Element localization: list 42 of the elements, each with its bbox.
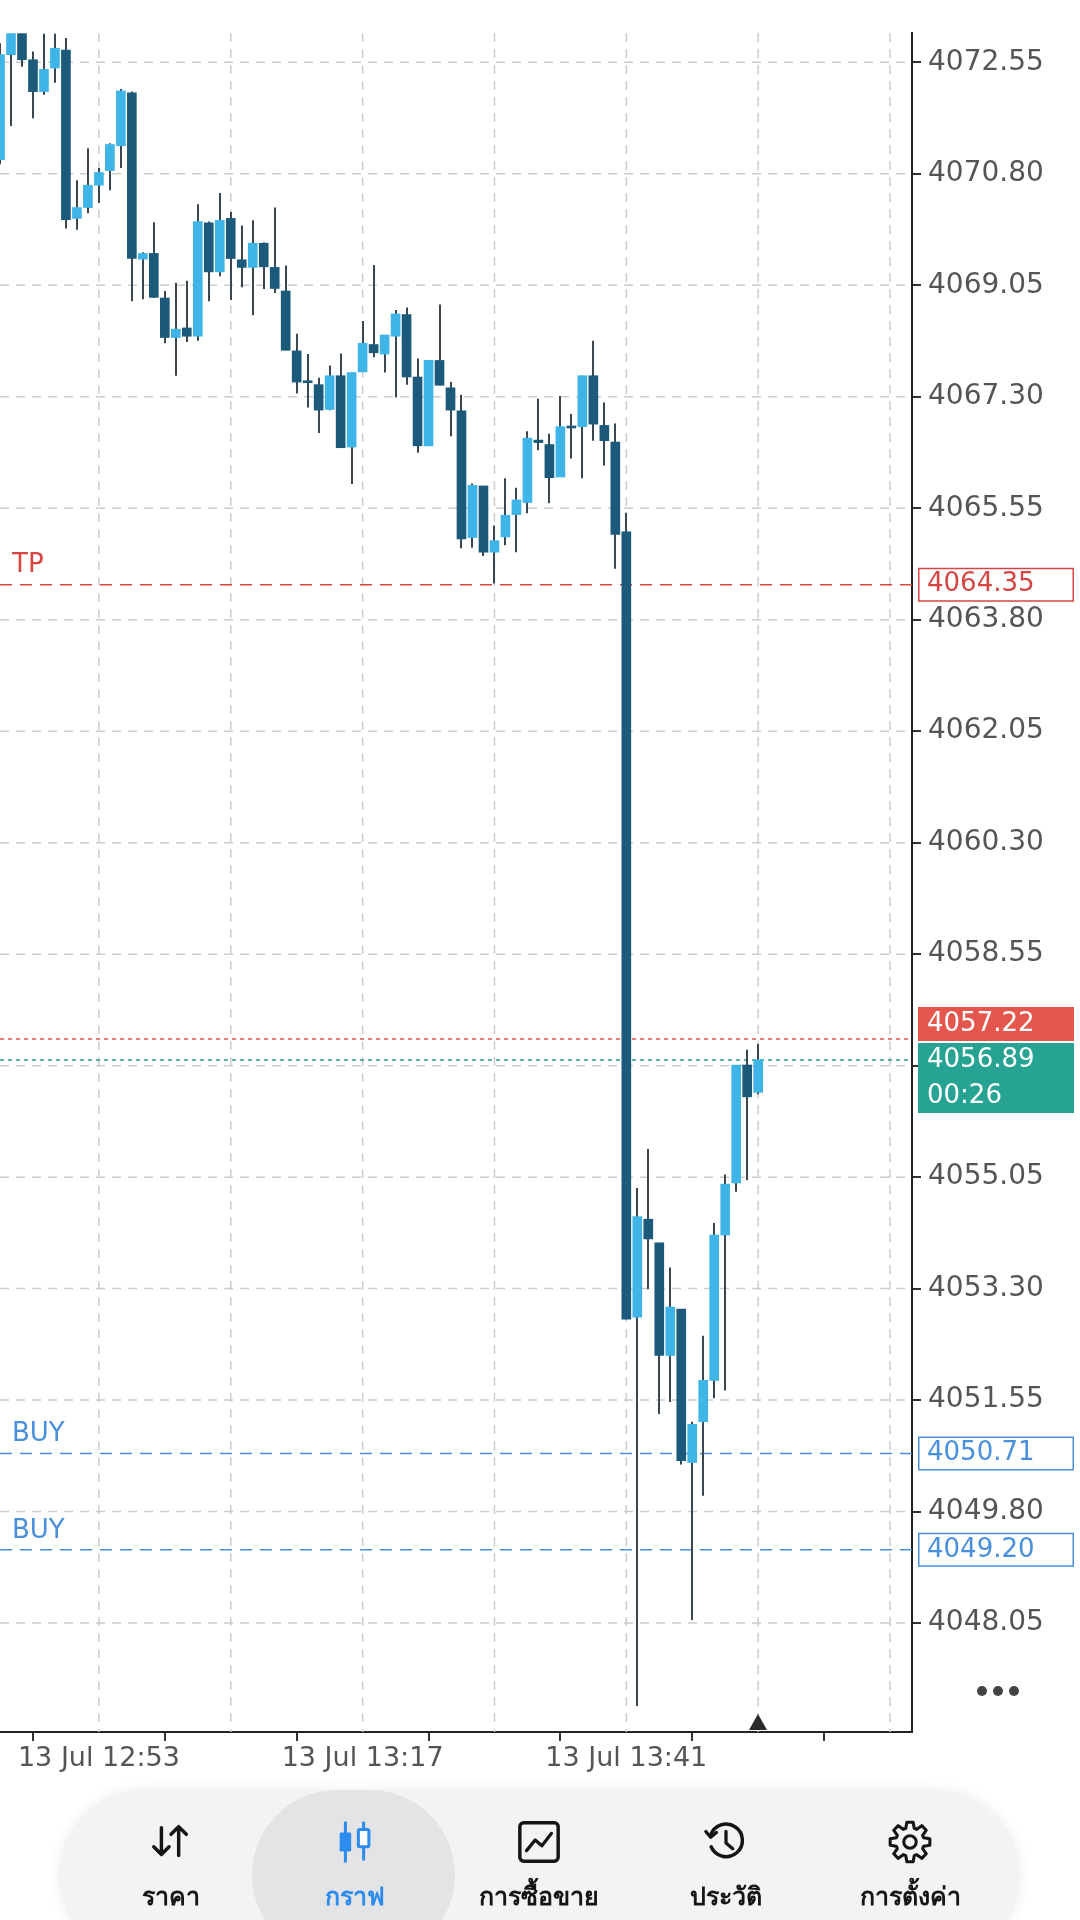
candlestick [500,477,511,547]
candlestick [50,33,60,84]
candlestick [599,401,610,467]
candlestick [269,206,280,294]
ref-line-label: TP [11,548,44,579]
y-tick-label: 4065.55 [928,489,1044,523]
ref-line-label: BUY [12,1513,65,1544]
candlestick [39,33,49,96]
candlestick [138,251,148,301]
text: 00:26 [927,1078,1002,1109]
candlestick [489,524,500,585]
y-tick-label: 4069.05 [928,266,1044,300]
y-tick-label: 4070.80 [928,155,1044,189]
x-tick-label: 13 Jul 12:53 [17,1741,180,1773]
y-tick-label: 4072.55 [928,43,1044,77]
candlestick [643,1148,654,1291]
y-tick-label: 4063.80 [928,601,1044,634]
y-tick-label: 4060.30 [928,823,1044,857]
candlestick [379,333,390,374]
y-tick-label: 4049.80 [928,1492,1044,1526]
candlestick [390,309,401,399]
text: 4049.20 [927,1532,1035,1563]
ref-line-label: BUY [12,1417,65,1448]
text: 4056.89 [927,1042,1035,1073]
y-tick-label: 4048.05 [928,1604,1044,1638]
y-tick-label: 4062.05 [928,712,1044,746]
candlestick [368,263,379,359]
y-tick-label: 4067.30 [928,378,1044,412]
candlestick [170,281,181,377]
x-tick-label: 13 Jul 13:41 [545,1741,708,1773]
tab-bar: ราคา กราฟ การซื้อขาย ประวัติ การตั้งค่า [59,1790,1020,1920]
candlestick [236,224,247,289]
text: 4050.71 [927,1436,1035,1467]
x-tick-label: 13 Jul 13:17 [281,1741,444,1773]
text: 4064.35 [927,567,1035,598]
candlestick [181,279,192,343]
text: 4057.22 [927,1006,1035,1037]
y-tick-label: 4053.30 [928,1269,1044,1303]
y-tick-label: 4055.05 [928,1158,1044,1192]
candlestick [511,486,522,554]
y-tick-label: 4058.55 [928,935,1044,969]
y-tick-label: 4051.55 [928,1381,1044,1415]
